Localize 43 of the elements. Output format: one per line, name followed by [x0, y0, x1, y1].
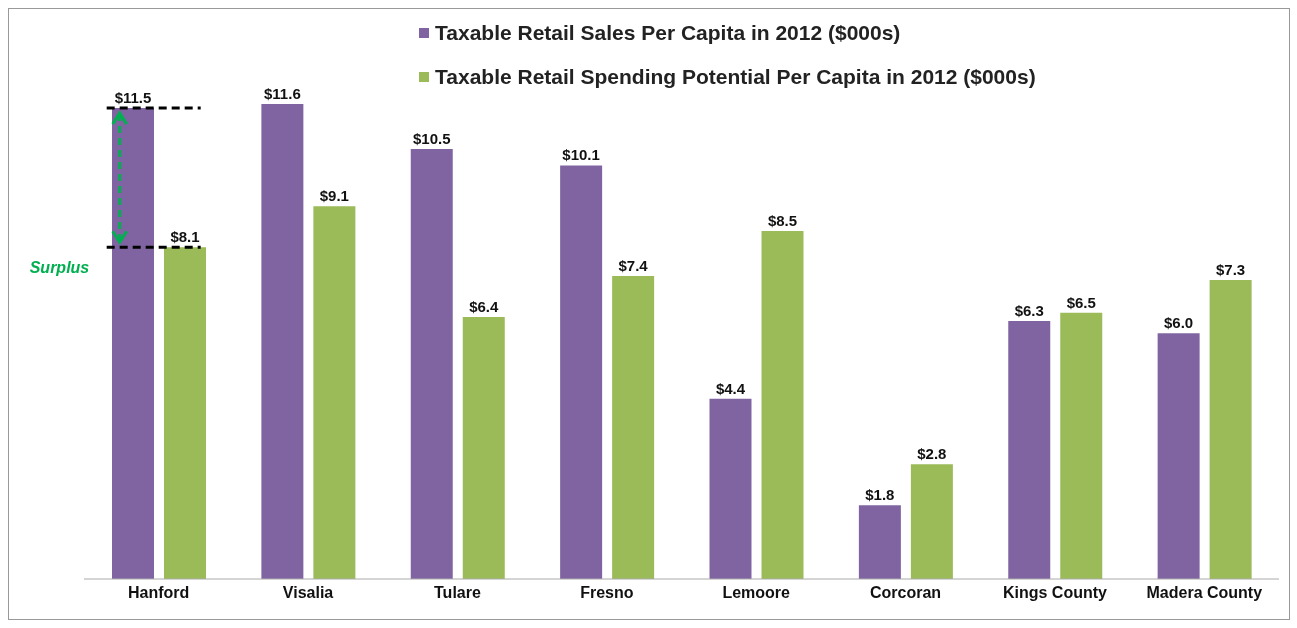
x-tick-label: Hanford [128, 584, 190, 602]
bar [560, 165, 603, 579]
data-label: $11.5 [114, 89, 152, 107]
bar [612, 275, 655, 579]
bar [910, 464, 953, 579]
data-label: $8.5 [767, 211, 798, 229]
bar [462, 316, 505, 579]
annotation: Surplus [29, 259, 90, 277]
data-label: $10.5 [412, 130, 451, 148]
bar [761, 230, 804, 579]
x-tick-label: Corcoran [870, 584, 942, 602]
data-label: $4.4 [715, 379, 746, 397]
legend-label: Taxable Retail Spending Potential Per Capita in 2012 ($000s) [435, 65, 1036, 89]
bar [410, 149, 453, 579]
bar [1157, 333, 1200, 579]
bar [858, 505, 901, 579]
data-label: $11.6 [264, 85, 301, 102]
bar [709, 398, 752, 579]
x-tick-label: Visalia [282, 584, 334, 602]
data-label: $6.3 [1014, 302, 1044, 320]
data-label: $9.1 [319, 187, 349, 205]
data-label: $1.8 [865, 486, 895, 504]
x-tick-label: Madera County [1146, 584, 1263, 602]
bar [261, 104, 304, 579]
x-tick-label: Lemoore [722, 584, 791, 602]
bar [313, 206, 356, 579]
x-tick-label: Tulare [434, 584, 481, 602]
x-tick-label: Fresno [580, 584, 634, 602]
data-label: $7.3 [1216, 261, 1246, 279]
data-label: $6.5 [1066, 293, 1096, 311]
x-tick-label: Kings County [1002, 584, 1108, 602]
bar [112, 108, 154, 579]
bar [164, 247, 206, 579]
legend-label: Taxable Retail Sales Per Capita in 2012 ($000s) [435, 21, 901, 45]
bar [1209, 280, 1252, 579]
data-label: $10.1 [562, 146, 600, 164]
data-label: $6.0 [1164, 314, 1194, 332]
data-label: $8.1 [170, 228, 200, 246]
data-label: $6.4 [469, 297, 499, 315]
bar [1060, 312, 1103, 579]
bar [1008, 321, 1051, 579]
data-label: $7.4 [618, 256, 649, 274]
data-label: $2.8 [917, 445, 947, 463]
